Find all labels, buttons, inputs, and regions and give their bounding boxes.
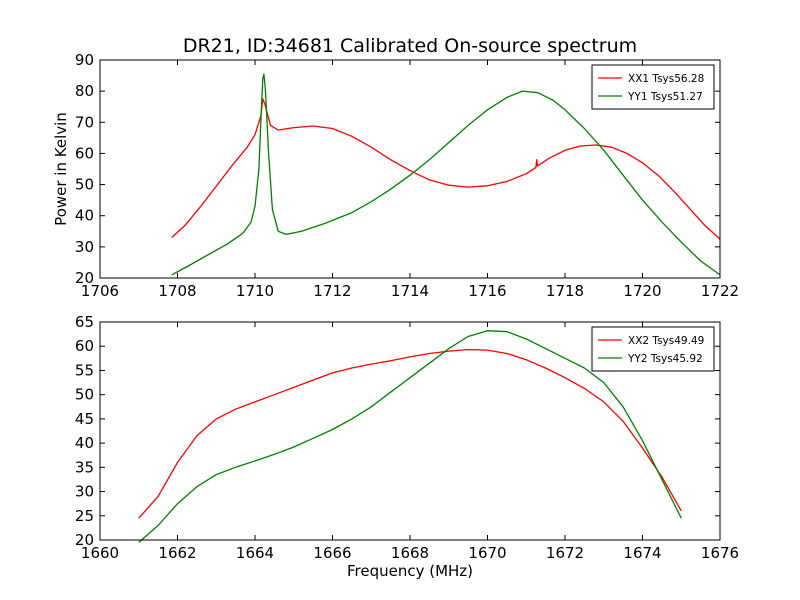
top-x-tick-label: 1718 [546, 282, 584, 300]
top-x-tick-label: 1716 [468, 282, 506, 300]
bottom-y-tick-label: 40 [75, 434, 94, 452]
top-series-lines [171, 73, 721, 276]
bottom-legend-box [591, 326, 715, 372]
top-x-tick-label: 1720 [623, 282, 661, 300]
bottom-x-tick-label: 1664 [236, 544, 274, 562]
bottom-y-tick-label: 30 [75, 483, 94, 501]
top-y-tick-label: 40 [75, 207, 94, 225]
bottom-y-tick-label: 20 [75, 531, 94, 549]
top-y-tick-label: 90 [75, 51, 94, 69]
top-y-tick-label: 80 [75, 82, 94, 100]
top-x-tick-label: 1708 [158, 282, 196, 300]
top-y-tick-label: 20 [75, 269, 94, 287]
bottom-legend-label-1: YY2 Tsys45.92 [627, 353, 703, 365]
top-y-axis-label: Power in Kelvin [52, 112, 70, 226]
top-x-tick-label: 1706 [81, 282, 119, 300]
top-y-tick-label: 60 [75, 144, 94, 162]
bottom-y-tick-label: 65 [75, 313, 94, 331]
top-legend-label-1: YY1 Tsys51.27 [627, 91, 703, 103]
bottom-series-line-1 [138, 330, 682, 543]
bottom-x-tick-label: 1668 [391, 544, 429, 562]
bottom-y-tick-label: 60 [75, 337, 94, 355]
bottom-y-tick-label: 25 [75, 507, 94, 525]
bottom-x-tick-label: 1660 [81, 544, 119, 562]
top-axis-ticks: 1706 1708 1710 1712 1714 1716 1718 1720 1722 20 30… [75, 51, 739, 300]
top-y-tick-label: 30 [75, 238, 94, 256]
bottom-y-tick-label: 35 [75, 458, 94, 476]
top-plot-frame [99, 59, 721, 279]
bottom-x-tick-label: 1676 [701, 544, 739, 562]
bottom-series-lines [138, 330, 682, 543]
top-x-tick-label: 1712 [313, 282, 351, 300]
bottom-legend-label-0: XX2 Tsys49.49 [628, 335, 704, 347]
top-legend-box [591, 64, 715, 110]
bottom-x-axis-label: Frequency (MHz) [347, 562, 473, 580]
top-panel: 1706 1708 1710 1712 1714 1716 1718 1720 1722 20 30… [52, 51, 739, 300]
bottom-legend: XX2 Tsys49.49 YY2 Tsys45.92 [591, 326, 715, 372]
bottom-x-tick-label: 1672 [546, 544, 584, 562]
bottom-axis-ticks: 1660 1662 1664 1666 1668 1670 1672 1674 1676 20 25… [75, 313, 739, 562]
bottom-panel: 1660 1662 1664 1666 1668 1670 1672 1674 1676 20 25… [75, 313, 739, 580]
chart-title: DR21, ID:34681 Calibrated On-source spec… [183, 35, 637, 57]
top-series-line-1 [171, 73, 721, 276]
bottom-plot-frame [99, 321, 721, 541]
bottom-x-tick-label: 1662 [158, 544, 196, 562]
bottom-x-tick-label: 1666 [313, 544, 351, 562]
top-x-tick-label: 1710 [236, 282, 274, 300]
bottom-x-tick-label: 1670 [468, 544, 506, 562]
top-legend-label-0: XX1 Tsys56.28 [628, 73, 704, 85]
bottom-series-line-0 [138, 348, 682, 519]
bottom-y-tick-label: 55 [75, 361, 94, 379]
bottom-x-tick-label: 1674 [623, 544, 661, 562]
top-x-tick-label: 1722 [701, 282, 739, 300]
bottom-y-tick-label: 45 [75, 410, 94, 428]
top-legend: XX1 Tsys56.28 YY1 Tsys51.27 [591, 64, 715, 110]
top-x-tick-label: 1714 [391, 282, 429, 300]
top-y-tick-label: 70 [75, 113, 94, 131]
top-y-tick-label: 50 [75, 176, 94, 194]
top-series-line-0 [171, 98, 721, 240]
bottom-y-tick-label: 50 [75, 386, 94, 404]
